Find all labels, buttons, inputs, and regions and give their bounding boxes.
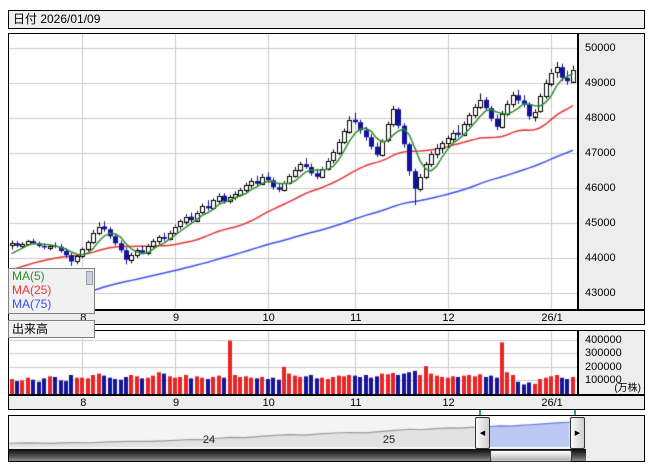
navigator-canvas[interactable] [9, 416, 644, 448]
nav-scrollbar-track[interactable] [9, 449, 586, 461]
date-header: 日付 2026/01/09 [8, 10, 645, 29]
nav-left-handle[interactable]: ◀ [475, 417, 490, 449]
volume-label-box: 出来高 [8, 320, 95, 338]
month-tick-label: 12 [442, 397, 455, 409]
nav-year-label-25: 25 [382, 434, 396, 446]
price-tick-label: 43000 [585, 287, 616, 299]
volume-axis-panel: 400000 300000 200000 100000 (万株) [578, 330, 645, 395]
legend-item-ma25: MA(25) [12, 283, 52, 297]
left-arrow-icon: ◀ [479, 430, 486, 437]
price-tick-label: 49000 [585, 77, 616, 89]
price-tick-label: 47000 [585, 147, 616, 159]
month-tick-label: 10 [262, 312, 275, 324]
volume-tick-label: 100000 [585, 374, 622, 387]
volume-tick-label: 400000 [585, 333, 622, 346]
month-tick-label: 8 [80, 397, 87, 409]
nav-year-label-24: 24 [202, 434, 216, 446]
month-tick-label: 12 [442, 312, 455, 324]
right-arrow-icon: ▶ [574, 430, 581, 437]
candlestick-chart-canvas[interactable] [9, 34, 577, 309]
volume-chart-area[interactable] [8, 330, 578, 395]
selection-tick-mark-left [479, 410, 481, 415]
price-tick-label: 45000 [585, 217, 616, 229]
volume-unit-label: (万株) [614, 383, 641, 394]
month-tick-label: 26/1 [541, 312, 563, 324]
month-tick-label: 8 [80, 312, 87, 324]
month-axis-strip-volume: 8 9 10 11 12 26/1 [8, 395, 645, 410]
month-tick-label: 10 [262, 397, 275, 409]
price-tick-label: 46000 [585, 182, 616, 194]
price-axis-panel: 50000 49000 48000 47000 46000 45000 44000 43000 [578, 33, 645, 310]
price-tick-label: 50000 [585, 42, 616, 54]
legend-item-ma5: MA(5) [12, 269, 45, 283]
nav-scrollbar-thumb[interactable] [490, 450, 572, 462]
month-tick-label: 26/1 [541, 397, 563, 409]
price-tick-label: 48000 [585, 112, 616, 124]
month-tick-label: 11 [350, 312, 362, 324]
navigator-box: 24 25 ◀ ▶ [8, 415, 645, 462]
volume-chart-canvas[interactable] [9, 331, 577, 394]
month-axis-strip-main: 8 9 10 11 12 26/1 [8, 310, 645, 325]
price-tick-label: 44000 [585, 252, 616, 264]
ma-legend: MA(5) MA(25) MA(75) [8, 268, 95, 314]
legend-grip [86, 271, 93, 285]
volume-tick-label: 200000 [585, 360, 622, 373]
selection-tick-mark-right [574, 410, 576, 415]
main-chart-area[interactable] [8, 33, 578, 310]
month-tick-label: 11 [350, 397, 362, 409]
month-tick-label: 9 [172, 312, 180, 324]
volume-tick-label: 300000 [585, 347, 622, 360]
legend-item-ma75: MA(75) [12, 297, 52, 311]
month-tick-label: 9 [172, 397, 180, 409]
nav-right-handle[interactable]: ▶ [570, 417, 585, 449]
